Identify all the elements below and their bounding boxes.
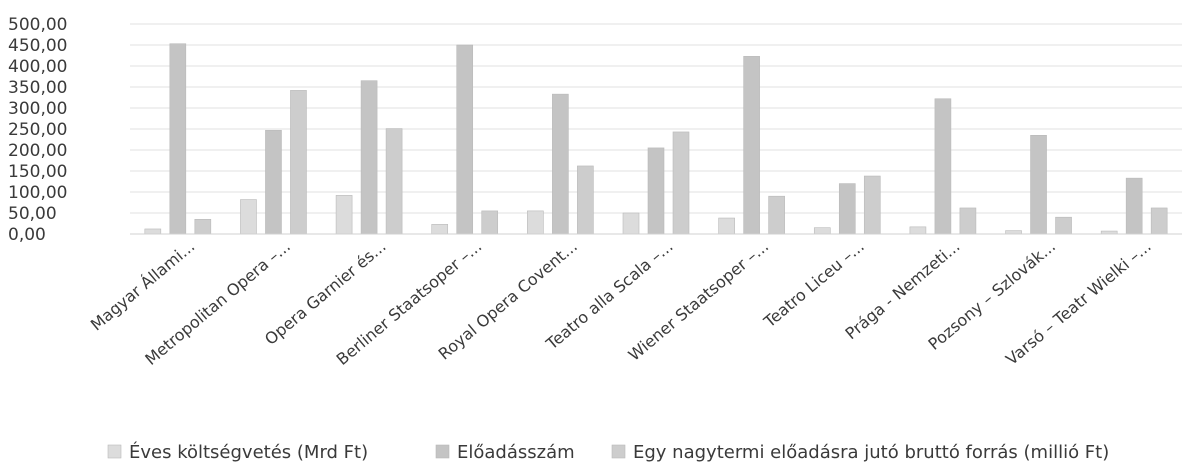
x-axis-ticks: Magyar Állami...Metropolitan Opera –...O…: [87, 237, 1155, 369]
bar-2: [456, 44, 474, 235]
bar-3: [672, 131, 690, 235]
bar-1: [527, 210, 544, 235]
bar-3: [1055, 216, 1072, 235]
y-tick-label: 500,00: [8, 15, 67, 35]
bar-1: [622, 212, 640, 235]
y-tick-label: 250,00: [8, 120, 67, 140]
bar-1: [240, 199, 257, 235]
bar-2: [265, 129, 282, 235]
bar-3: [481, 210, 499, 235]
legend-label: Előadásszám: [457, 442, 575, 463]
y-tick-label: 150,00: [8, 162, 67, 182]
bar-1: [909, 226, 927, 235]
legend-label: Éves költségvetés (Mrd Ft): [129, 441, 368, 463]
bar-2: [1030, 135, 1047, 235]
y-tick-label: 0,00: [8, 225, 46, 245]
legend-label: Egy nagytermi előadásra jutó bruttó forr…: [633, 442, 1109, 463]
y-tick-label: 200,00: [8, 141, 67, 161]
y-tick-label: 350,00: [8, 78, 67, 98]
legend: Éves költségvetés (Mrd Ft) Előadásszám Egy…: [107, 441, 1109, 463]
bar-3: [194, 219, 212, 235]
y-tick-label: 300,00: [8, 99, 67, 119]
bar-3: [959, 207, 977, 235]
bar-3: [863, 175, 881, 235]
bar-2: [647, 147, 665, 235]
y-tick-label: 400,00: [8, 57, 67, 77]
bar-1: [431, 224, 449, 235]
y-tick-label: 100,00: [8, 183, 67, 203]
legend-swatch: [107, 444, 122, 459]
bar-2: [934, 98, 952, 235]
bar-3: [1150, 207, 1168, 235]
bar-1: [144, 228, 162, 235]
bar-2: [360, 80, 378, 235]
bar-1: [1005, 230, 1022, 235]
bar-1: [813, 227, 831, 235]
bar-3: [768, 195, 785, 235]
bar-2: [743, 56, 760, 235]
y-tick-label: 450,00: [8, 36, 67, 56]
legend-swatch: [435, 444, 450, 459]
bar-2: [838, 183, 856, 235]
bars: [144, 43, 1168, 235]
y-axis-ticks: 0,0050,00100,00150,00200,00250,00300,003…: [8, 15, 67, 245]
bar-2: [169, 43, 187, 235]
bar-3: [577, 165, 594, 235]
bar-3: [290, 90, 307, 235]
bar-1: [335, 195, 353, 235]
bar-2: [552, 93, 569, 235]
x-tick-label: Teatro Liceu –...: [759, 237, 867, 332]
y-tick-label: 50,00: [8, 204, 57, 224]
legend-swatch: [611, 444, 626, 459]
bar-2: [1125, 177, 1143, 235]
bar-3: [385, 128, 403, 235]
bar-1: [718, 217, 735, 235]
